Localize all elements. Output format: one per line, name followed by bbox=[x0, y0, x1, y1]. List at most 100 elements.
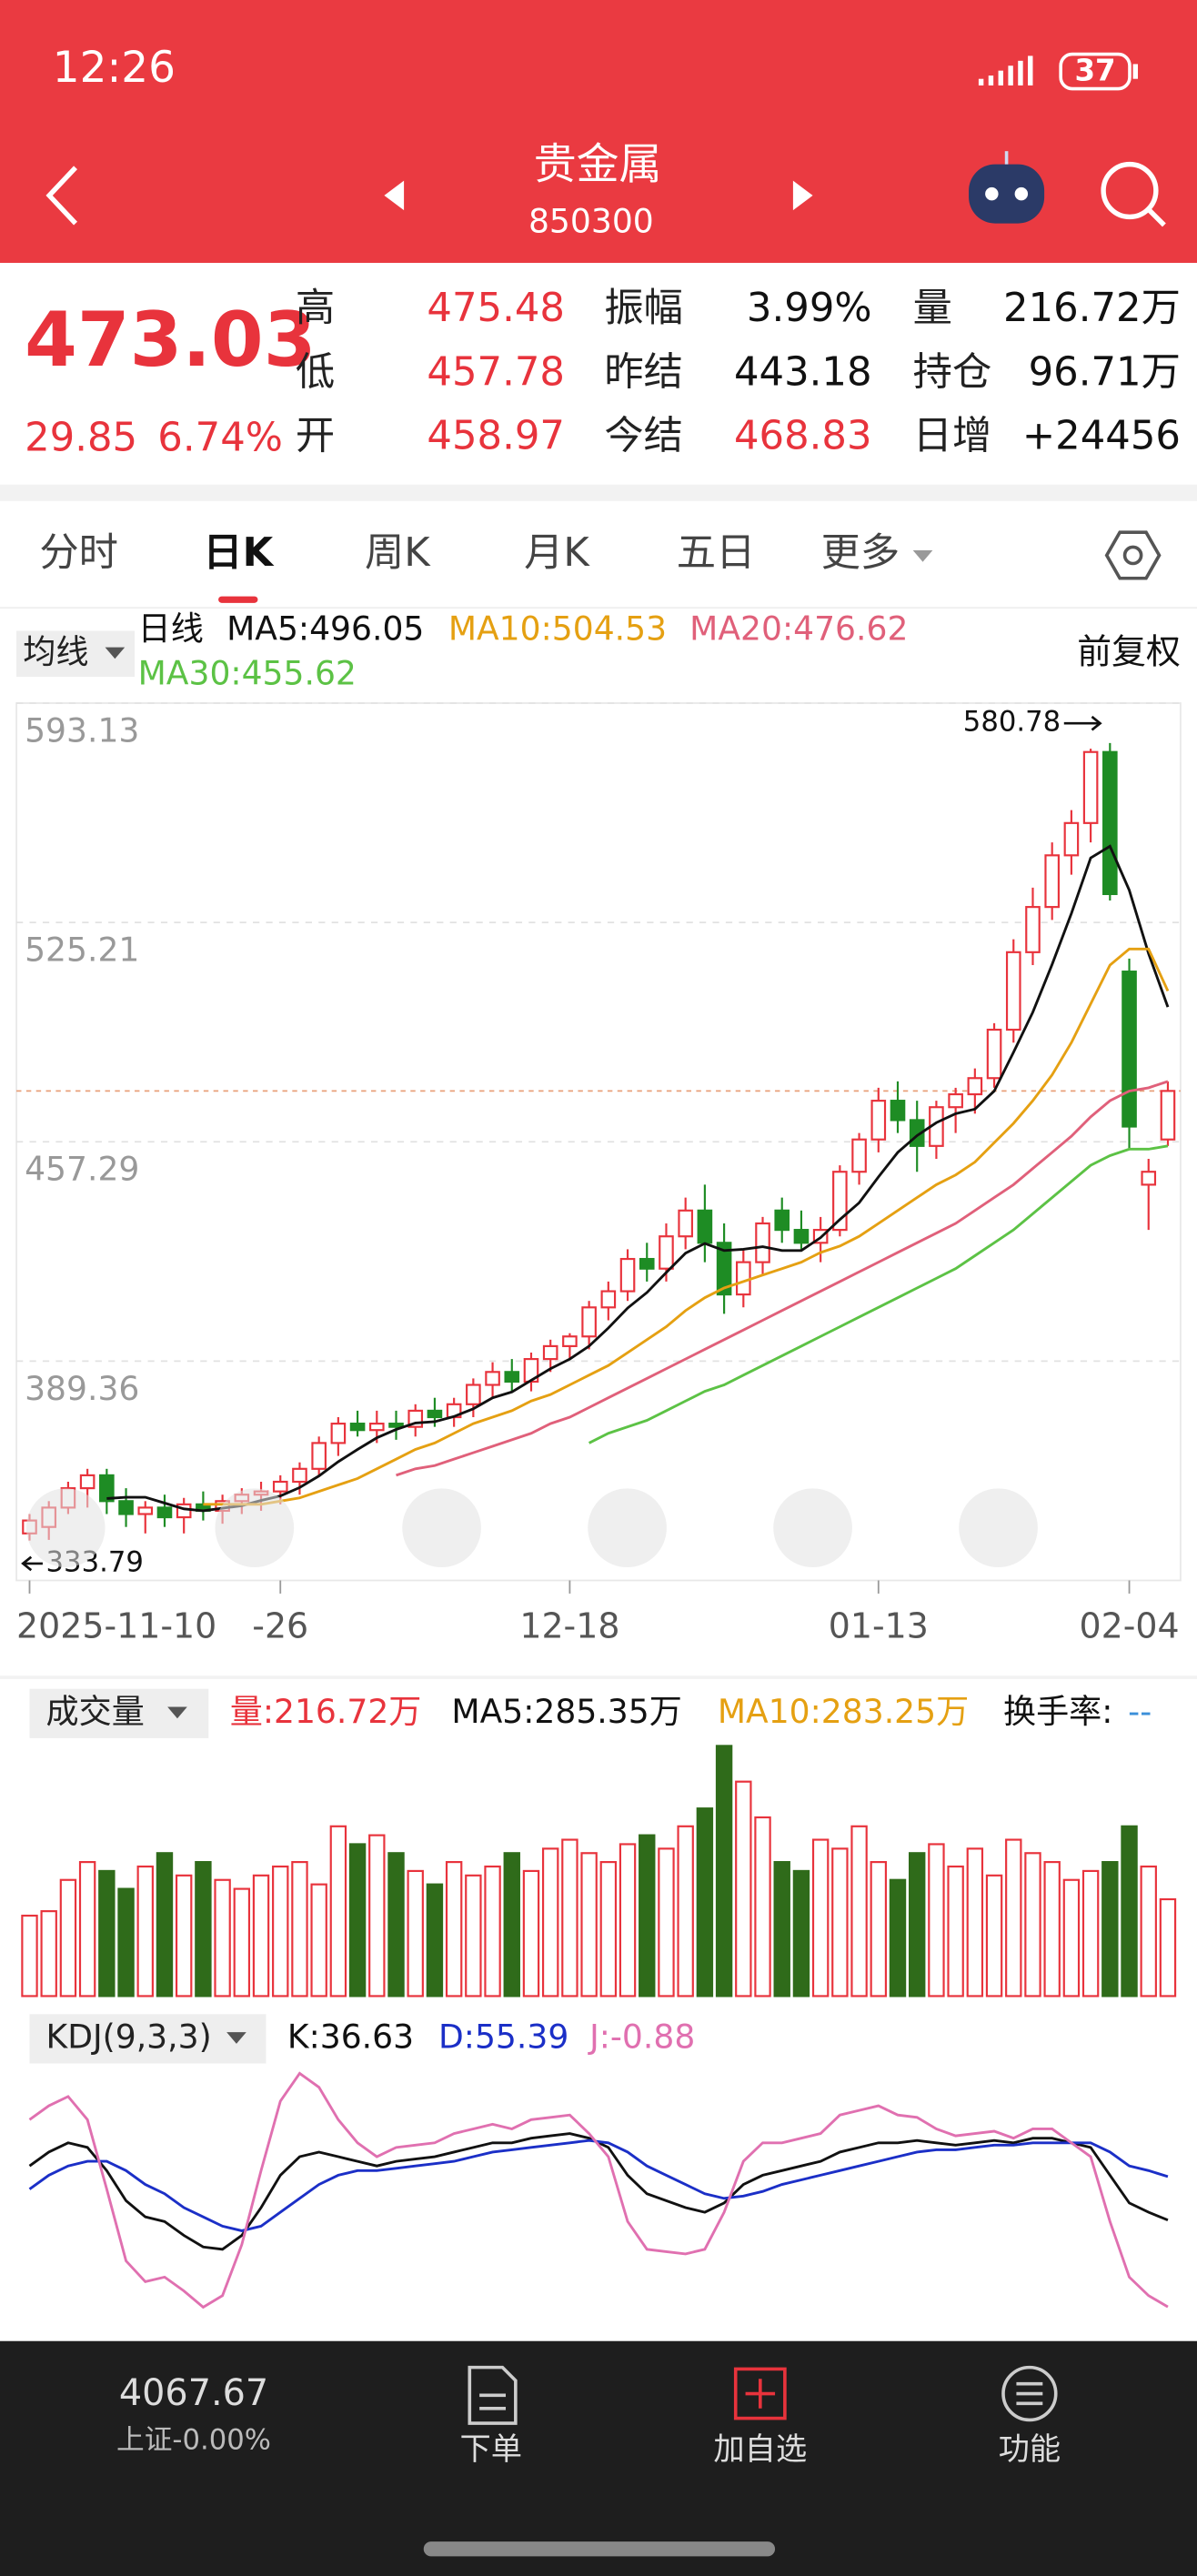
chart-control[interactable] bbox=[588, 1488, 667, 1568]
search-button[interactable] bbox=[1101, 161, 1166, 227]
y-tick-label: 457.29 bbox=[25, 1150, 139, 1189]
chart-control[interactable] bbox=[402, 1488, 481, 1568]
candle-body bbox=[562, 1335, 578, 1347]
chart-control[interactable] bbox=[959, 1488, 1038, 1568]
quote-label: 量 bbox=[913, 286, 952, 331]
legend-entry: MA30:455.62 bbox=[138, 653, 357, 692]
volume-bar bbox=[78, 1861, 96, 1997]
x-tick-label: 02-04 bbox=[1079, 1605, 1179, 1645]
candle-body bbox=[368, 1423, 385, 1432]
adjust-label[interactable]: 前复权 bbox=[1077, 631, 1181, 671]
candle-body bbox=[1122, 971, 1137, 1128]
next-button[interactable] bbox=[792, 180, 813, 211]
candle-body bbox=[137, 1506, 154, 1515]
volume-bar bbox=[484, 1865, 501, 1997]
tab[interactable]: 分时 bbox=[39, 530, 118, 576]
high-arrow-head bbox=[1091, 715, 1102, 731]
candle-body bbox=[542, 1344, 558, 1361]
candle-body bbox=[330, 1423, 347, 1444]
low-arrow-head bbox=[21, 1555, 33, 1572]
quote-value: 216.72万 bbox=[1003, 286, 1181, 331]
kdj-legend: D:55.39 bbox=[438, 2017, 568, 2056]
watchlist-plus bbox=[745, 2379, 776, 2409]
candle-body bbox=[1160, 1090, 1176, 1141]
candle-body bbox=[485, 1371, 500, 1386]
volume-bar bbox=[21, 1914, 38, 1997]
header-code: 850300 bbox=[528, 202, 654, 241]
volume-bar bbox=[310, 1883, 327, 1997]
candle-body bbox=[156, 1506, 173, 1519]
index-label[interactable]: 上证-0.00% bbox=[116, 2424, 271, 2456]
volume-bar bbox=[1101, 1861, 1119, 1997]
candle-body bbox=[600, 1290, 617, 1309]
quote-value: +24456 bbox=[1022, 414, 1181, 459]
volume-bar bbox=[639, 1834, 656, 1997]
candle-body bbox=[948, 1092, 963, 1109]
quote-value: 468.83 bbox=[734, 414, 872, 459]
price-change-pct: 6.74% bbox=[157, 416, 283, 461]
candle-body bbox=[967, 1077, 983, 1096]
volume-legend: 量:216.72万 bbox=[230, 1692, 422, 1731]
volume-bar bbox=[619, 1843, 637, 1997]
volume-bar bbox=[195, 1861, 212, 1997]
nav-label[interactable]: 功能 bbox=[999, 2431, 1061, 2468]
tab[interactable]: 周K bbox=[365, 530, 431, 576]
tab[interactable]: 月K bbox=[524, 530, 590, 576]
high-label: 580.78 bbox=[963, 707, 1061, 739]
y-tick-label: 525.21 bbox=[25, 931, 139, 970]
tab[interactable]: 日K bbox=[203, 530, 274, 576]
menu-icon[interactable] bbox=[1001, 2365, 1058, 2422]
volume-bar bbox=[831, 1847, 849, 1997]
assistant-button[interactable] bbox=[969, 151, 1045, 224]
ma-line bbox=[588, 1144, 1169, 1444]
quote-label: 低 bbox=[296, 349, 335, 395]
candle-body bbox=[79, 1474, 96, 1490]
prev-button[interactable] bbox=[384, 180, 405, 211]
signal-icon bbox=[978, 55, 1033, 86]
settings-button[interactable] bbox=[1104, 530, 1162, 580]
volume-bar bbox=[811, 1838, 830, 1997]
index-value[interactable]: 4067.67 bbox=[119, 2372, 268, 2414]
volume-bar bbox=[792, 1869, 810, 1997]
candle-body bbox=[678, 1209, 693, 1238]
volume-bar bbox=[599, 1861, 618, 1997]
candle-body bbox=[716, 1242, 732, 1296]
x-tick-label: 01-13 bbox=[829, 1605, 929, 1645]
volume-bar bbox=[1005, 1838, 1022, 1997]
chart-control[interactable] bbox=[215, 1488, 295, 1568]
chart-control[interactable] bbox=[25, 1488, 106, 1568]
volume-bar bbox=[136, 1865, 154, 1997]
nav-label[interactable]: 下单 bbox=[459, 2431, 522, 2468]
y-tick-label: 593.13 bbox=[25, 711, 139, 750]
candle-body bbox=[118, 1500, 134, 1515]
y-tick-label: 389.36 bbox=[25, 1369, 139, 1408]
chart-control[interactable] bbox=[773, 1488, 852, 1568]
kdj-select[interactable] bbox=[29, 2014, 267, 2064]
nav-label[interactable]: 加自选 bbox=[713, 2431, 807, 2468]
volume-bar bbox=[677, 1825, 694, 1997]
x-tick-label: 12-18 bbox=[519, 1605, 619, 1645]
order-icon[interactable] bbox=[468, 2365, 518, 2425]
candle-body bbox=[851, 1138, 867, 1173]
volume-bar bbox=[291, 1861, 308, 1997]
volume-bar bbox=[214, 1878, 231, 1997]
battery-icon bbox=[1059, 52, 1132, 91]
volume-bar bbox=[175, 1874, 193, 1997]
tab[interactable]: 五日 bbox=[677, 530, 756, 576]
watchlist-icon[interactable] bbox=[733, 2367, 787, 2420]
volume-bar bbox=[329, 1825, 347, 1997]
candle-body bbox=[1025, 906, 1041, 953]
volume-bar bbox=[1062, 1878, 1081, 1997]
candle-body bbox=[99, 1474, 115, 1503]
home-indicator bbox=[423, 2541, 776, 2557]
back-button[interactable] bbox=[45, 166, 78, 226]
volume-bar bbox=[580, 1852, 598, 1997]
quote-value: 443.18 bbox=[734, 349, 872, 395]
candle-body bbox=[1063, 821, 1080, 857]
header-title: 贵金属 bbox=[534, 140, 662, 190]
volume-bar bbox=[754, 1816, 771, 1997]
tab[interactable]: 更多 bbox=[821, 530, 900, 576]
candle-body bbox=[774, 1209, 790, 1232]
